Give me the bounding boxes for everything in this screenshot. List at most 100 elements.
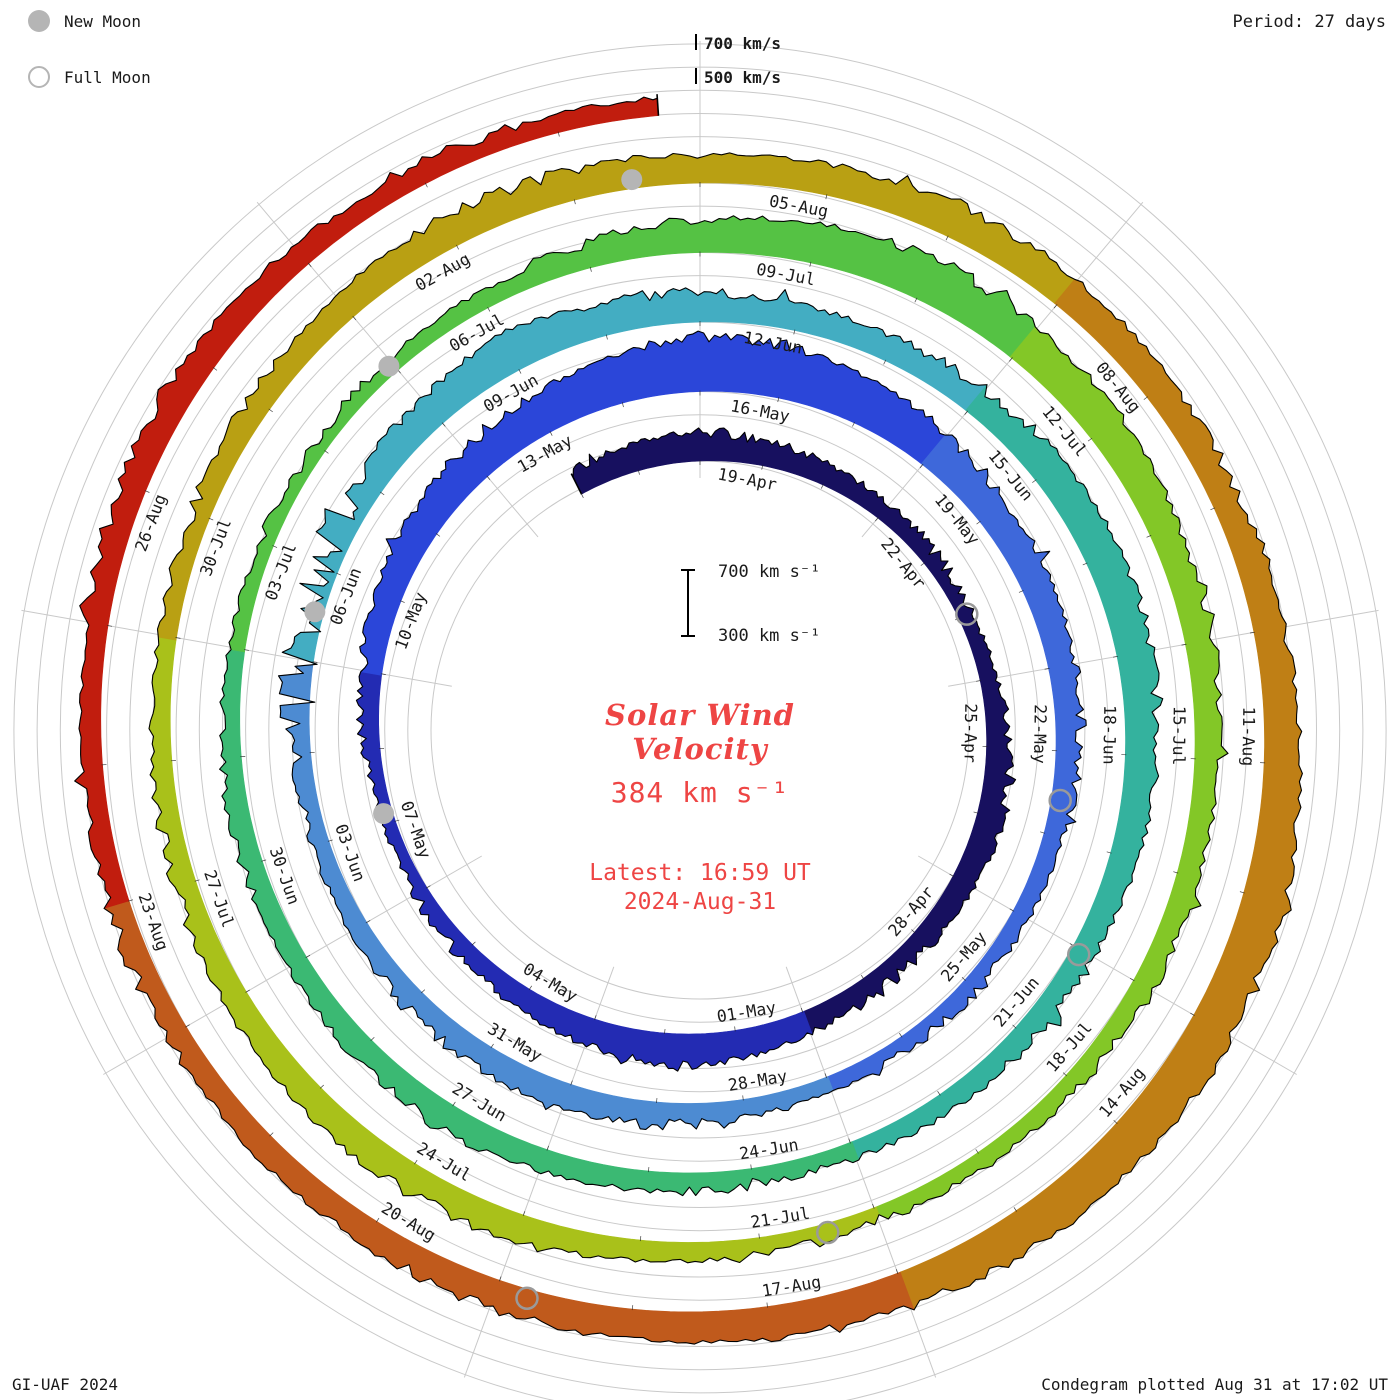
baseline-day-tick (899, 1032, 903, 1038)
baseline-day-tick (793, 329, 796, 335)
baseline-day-tick (656, 1097, 658, 1104)
full-moon-marker (955, 602, 979, 626)
grid-spoke (917, 855, 1297, 1075)
baseline-day-tick (1040, 831, 1046, 834)
baseline-day-tick (637, 469, 640, 475)
new-moon-marker (378, 355, 400, 377)
trace-end-cap (656, 94, 660, 116)
baseline-day-tick (605, 334, 608, 340)
new-moon-icon (28, 10, 50, 32)
baseline-day-tick (1129, 978, 1135, 982)
baseline-day-tick (961, 976, 966, 981)
baseline-day-tick (1009, 357, 1013, 362)
latest-time-label: Latest: 16:59 UT (589, 860, 811, 886)
baseline-day-tick (1113, 655, 1119, 658)
baseline-day-tick (1053, 304, 1058, 309)
full-moon-marker (1066, 942, 1091, 967)
baseline-day-tick (820, 483, 824, 489)
baseline-day-tick (594, 1015, 597, 1021)
baseline-day-tick (1143, 396, 1149, 400)
outer-scale-700-label: 700 km/s (704, 34, 782, 53)
baseline-day-tick (319, 1084, 324, 1089)
baseline-day-tick (336, 572, 341, 576)
baseline-day-tick (375, 1217, 380, 1223)
chart-title-line1: Solar Wind (605, 698, 795, 732)
chart-title-line2: Velocity (632, 732, 768, 766)
baseline-day-tick (268, 408, 273, 413)
baseline-day-tick (499, 1276, 502, 1282)
baseline-day-tick (394, 819, 400, 822)
baseline-day-tick (208, 517, 214, 521)
baseline-day-tick (487, 306, 491, 312)
baseline-day-tick (976, 680, 982, 682)
baseline-day-tick (1181, 643, 1187, 646)
date-label: 25-Apr (961, 703, 981, 763)
credit-label: GI-UAF 2024 (12, 1375, 118, 1394)
baseline-day-tick (471, 941, 476, 946)
full-moon-icon (28, 66, 50, 88)
baseline-day-tick (872, 1203, 875, 1209)
baseline-day-tick (664, 1028, 666, 1035)
baseline-day-tick (324, 450, 329, 454)
baseline-day-tick (945, 235, 949, 241)
baseline-day-tick (1012, 1024, 1017, 1029)
baseline-day-tick (1146, 535, 1152, 538)
baseline-day-tick (1062, 1072, 1068, 1077)
date-label: 19-Apr (716, 465, 778, 495)
baseline-day-tick (1032, 479, 1037, 483)
baseline-day-tick (1044, 668, 1050, 670)
date-label: 21-Jul (749, 1204, 811, 1232)
baseline-day-tick (1082, 562, 1088, 566)
baseline-day-tick (920, 562, 926, 566)
grid-spoke (861, 201, 1144, 538)
baseline-day-tick (425, 885, 431, 889)
baseline-day-tick (1018, 590, 1024, 593)
baseline-day-tick (758, 1233, 760, 1239)
velocity-trace-edge (74, 96, 1303, 1345)
baseline-day-tick (800, 1007, 804, 1013)
baseline-day-tick (212, 367, 218, 371)
baseline-day-tick (456, 244, 459, 250)
baseline-day-tick (647, 1167, 650, 1173)
baseline-day-tick (1013, 1207, 1017, 1212)
baseline-day-tick (750, 1164, 752, 1170)
scale-bar-bottom-label: 300 km s⁻¹ (718, 626, 821, 646)
date-label: 05-Aug (768, 191, 830, 221)
baseline-day-tick (848, 1138, 851, 1144)
baseline-day-tick (852, 421, 855, 427)
date-label: 24-Jun (738, 1135, 800, 1163)
baseline-day-tick (742, 1095, 744, 1101)
baseline-day-tick (949, 873, 955, 877)
baseline-day-tick (522, 1211, 526, 1217)
baseline-day-tick (1173, 871, 1179, 874)
baseline-day-tick (557, 131, 560, 137)
baseline-day-tick (365, 920, 371, 924)
baseline-day-tick (919, 463, 924, 469)
baseline-day-tick (1113, 1120, 1118, 1124)
baseline-day-tick (312, 661, 318, 663)
baseline-day-tick (860, 974, 865, 980)
baseline-day-tick (621, 402, 624, 408)
baseline-day-tick (420, 989, 426, 994)
baseline-day-tick (528, 985, 533, 991)
baseline-day-tick (175, 637, 181, 639)
baseline-day-tick (307, 262, 312, 267)
baseline-day-tick (639, 1236, 642, 1242)
baseline-day-tick (194, 879, 200, 882)
baseline-day-tick (1106, 851, 1112, 854)
baseline-day-tick (1249, 631, 1255, 634)
full-moon-marker (515, 1286, 539, 1311)
current-velocity-value: 384 km s⁻¹ (610, 776, 790, 809)
baseline-day-tick (777, 397, 780, 403)
date-label: 22-May (1030, 704, 1050, 764)
date-label: 17-Aug (761, 1272, 823, 1300)
baseline-day-tick (914, 297, 918, 303)
date-label: 16-May (729, 396, 791, 426)
legend-full-moon: Full Moon (28, 66, 151, 88)
baseline-day-tick (549, 431, 553, 436)
baseline-day-tick (911, 929, 916, 934)
baseline-day-tick (580, 493, 584, 498)
baseline-day-tick (589, 266, 592, 272)
